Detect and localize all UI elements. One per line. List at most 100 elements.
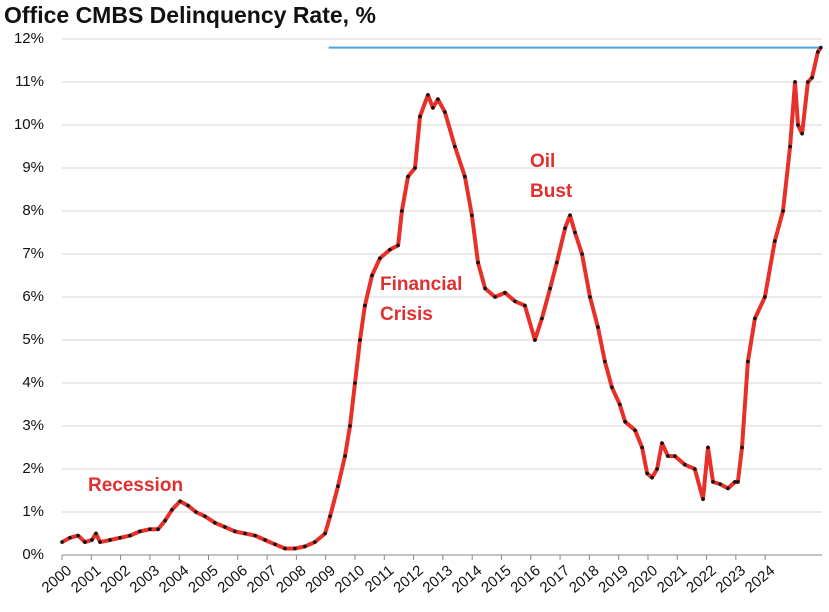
- point: [400, 209, 404, 213]
- annotation: Oil: [530, 151, 555, 172]
- point: [573, 230, 577, 235]
- y-tick-label: 3%: [22, 417, 44, 434]
- x-tick-label: 2004: [156, 562, 192, 596]
- point: [718, 482, 722, 486]
- point: [418, 114, 422, 119]
- point: [358, 338, 362, 342]
- x-tick-label: 2021: [654, 562, 690, 596]
- point: [640, 445, 644, 450]
- y-tick-label: 5%: [22, 331, 44, 348]
- point: [436, 97, 440, 101]
- point: [470, 213, 474, 218]
- point: [660, 441, 664, 446]
- point: [763, 295, 767, 299]
- x-tick-label: 2008: [273, 562, 309, 596]
- point: [711, 480, 715, 484]
- point: [94, 531, 98, 536]
- point: [323, 531, 327, 536]
- chart-title: Office CMBS Delinquency Rate, %: [4, 2, 376, 28]
- x-tick-label: 2017: [537, 562, 573, 596]
- point: [633, 428, 637, 433]
- x-tick-label: 2024: [742, 562, 778, 596]
- point: [736, 480, 740, 484]
- point: [650, 475, 654, 480]
- point: [476, 260, 480, 265]
- point: [596, 325, 600, 329]
- point: [463, 174, 467, 179]
- point: [363, 303, 367, 308]
- point: [673, 454, 677, 458]
- x-tick-label: 2002: [97, 562, 133, 596]
- point: [800, 131, 804, 136]
- point: [603, 359, 607, 364]
- x-tick-label: 2016: [507, 562, 543, 596]
- y-tick-label: 2%: [22, 460, 44, 477]
- point: [108, 538, 112, 542]
- point: [90, 538, 94, 542]
- point: [618, 402, 622, 407]
- y-tick-label: 9%: [22, 159, 44, 176]
- point: [194, 510, 198, 514]
- point: [263, 538, 267, 542]
- point: [98, 540, 102, 544]
- point: [788, 144, 792, 149]
- point: [60, 540, 64, 544]
- point: [533, 338, 537, 342]
- point: [493, 295, 497, 299]
- y-tick-label: 8%: [22, 202, 44, 219]
- point: [540, 316, 544, 321]
- point: [483, 286, 487, 291]
- point: [388, 247, 392, 252]
- point: [68, 536, 72, 540]
- point: [645, 471, 649, 476]
- point: [76, 533, 80, 538]
- x-tick-label: 2001: [68, 562, 104, 596]
- point: [683, 462, 687, 467]
- point: [348, 424, 352, 428]
- x-tick-label: 2006: [214, 562, 250, 596]
- x-tick-label: 2011: [362, 562, 398, 596]
- point: [170, 508, 174, 512]
- point: [548, 286, 552, 291]
- point: [733, 480, 737, 484]
- point: [726, 486, 730, 491]
- point: [313, 540, 317, 544]
- x-tick-label: 2015: [478, 562, 514, 596]
- x-tick-label: 2014: [449, 562, 485, 596]
- x-tick-label: 2019: [595, 562, 631, 596]
- point: [223, 525, 227, 529]
- point: [213, 520, 217, 525]
- point: [793, 80, 797, 84]
- point: [773, 239, 777, 243]
- point: [396, 243, 400, 248]
- point: [413, 166, 417, 170]
- point: [148, 527, 152, 531]
- point: [138, 529, 142, 534]
- point: [163, 518, 167, 523]
- y-tick-label: 4%: [22, 374, 44, 391]
- point: [610, 385, 614, 390]
- point: [753, 316, 757, 321]
- point: [83, 540, 87, 544]
- annotation: Crisis: [380, 304, 433, 325]
- annotation: Bust: [530, 181, 573, 202]
- x-tick-label: 2000: [39, 562, 75, 596]
- point: [186, 503, 190, 508]
- point: [378, 256, 382, 261]
- point: [253, 533, 257, 538]
- point: [740, 445, 744, 450]
- x-tick-label: 2007: [244, 562, 280, 596]
- point: [293, 546, 297, 551]
- point: [580, 252, 584, 256]
- y-tick-label: 7%: [22, 245, 44, 262]
- x-tick-label: 2009: [302, 562, 338, 596]
- y-tick-label: 1%: [22, 503, 44, 520]
- x-tick-label: 2022: [683, 562, 719, 596]
- x-tick-label: 2020: [625, 562, 661, 596]
- point: [336, 484, 340, 489]
- point: [156, 527, 160, 531]
- point: [353, 381, 357, 385]
- point: [796, 123, 800, 127]
- point: [588, 295, 592, 299]
- point: [666, 454, 670, 458]
